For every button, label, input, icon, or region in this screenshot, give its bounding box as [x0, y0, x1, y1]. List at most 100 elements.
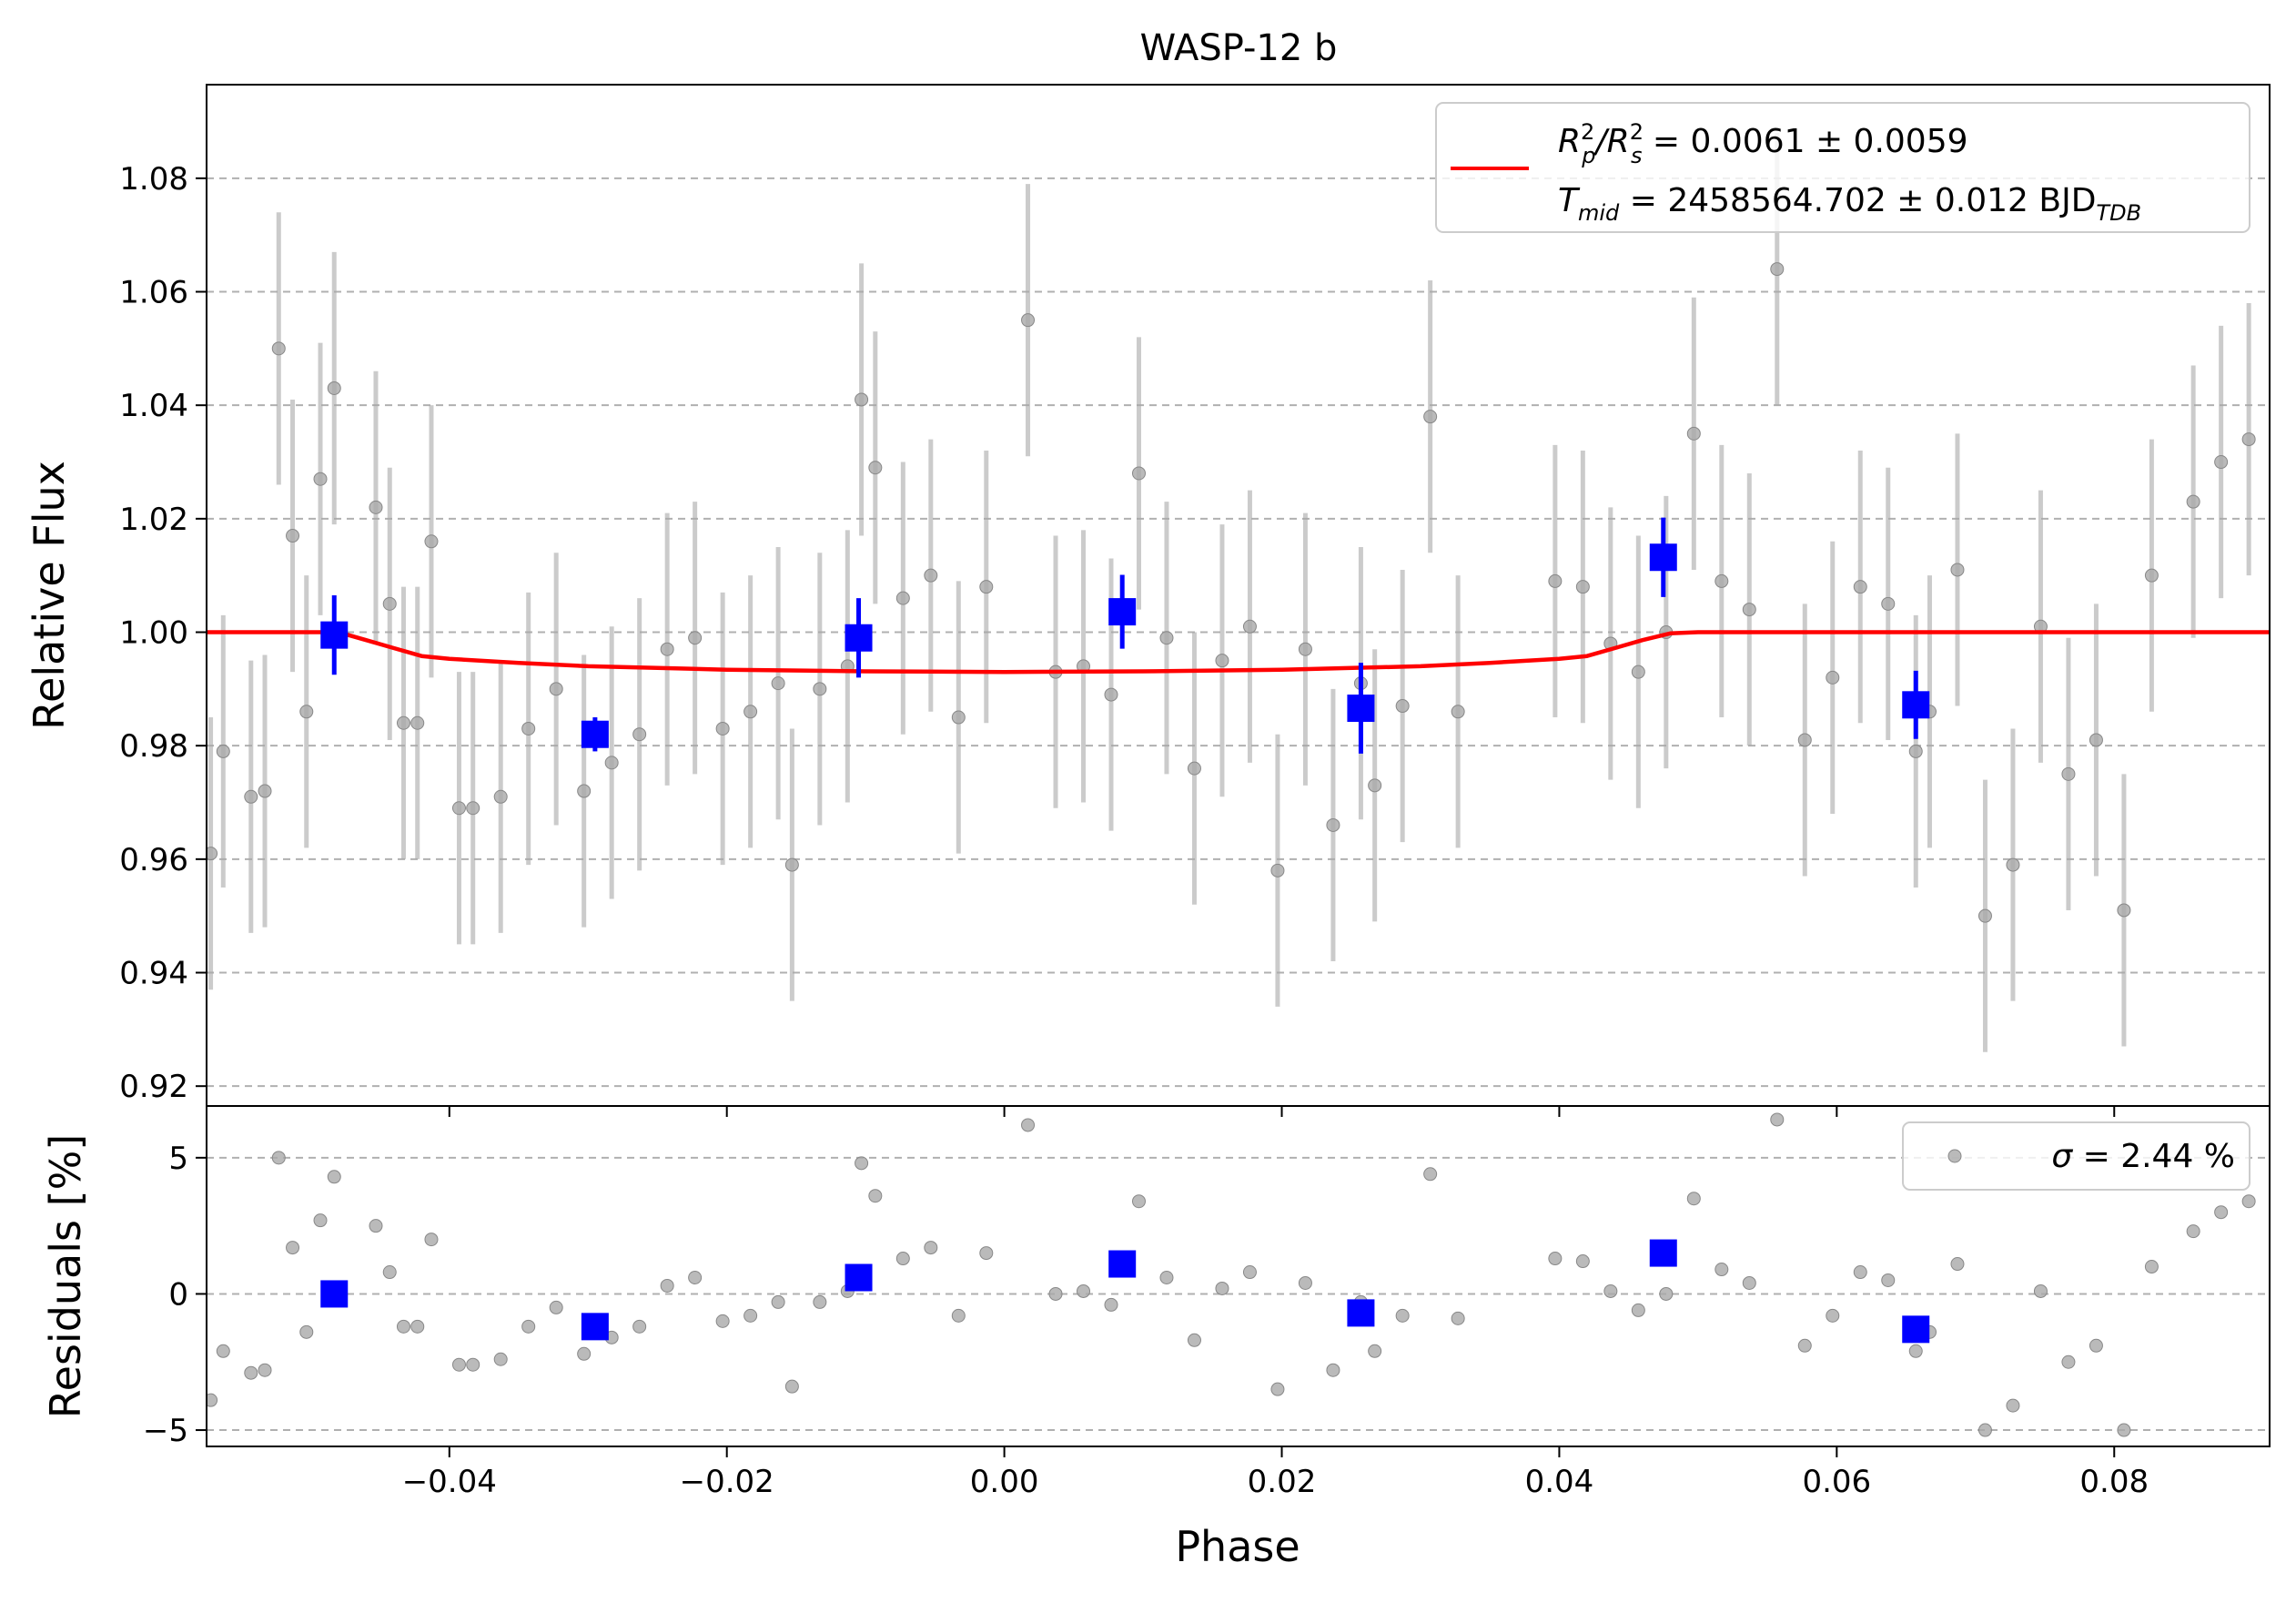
flux-point: [521, 721, 536, 736]
residual-point: [924, 1241, 938, 1255]
flux-point: [1686, 426, 1701, 441]
flux-point: [1977, 908, 1992, 923]
x-tick-label: 0.08: [2079, 1464, 2149, 1500]
binned-residual-point: [320, 1280, 349, 1308]
flux-point: [1104, 687, 1118, 702]
x-tick-label: −0.04: [402, 1464, 497, 1500]
residuals-binned-points: [320, 1239, 1930, 1344]
residual-point: [855, 1156, 869, 1171]
residual-point: [1742, 1275, 1756, 1290]
flux-point: [313, 472, 328, 486]
transit-model-line: [207, 630, 2270, 675]
residual-point: [1242, 1265, 1257, 1280]
residual-point: [1423, 1167, 1438, 1182]
residual-point: [2006, 1398, 2020, 1413]
residual-point: [1714, 1263, 1729, 1277]
flux-point: [1853, 580, 1867, 594]
flux-point: [1714, 573, 1729, 588]
x-tick-label: 0.02: [1248, 1464, 1317, 1500]
residual-point: [715, 1314, 730, 1328]
flux-point: [1908, 744, 1923, 758]
flux-point: [451, 801, 466, 816]
residual-point: [743, 1308, 758, 1323]
residual-point: [382, 1265, 397, 1280]
y-tick-label: 1.04: [119, 388, 188, 424]
residual-point: [1395, 1308, 1410, 1323]
residual-point: [895, 1252, 910, 1266]
flux-point: [1950, 563, 1965, 577]
residual-point: [1077, 1283, 1091, 1298]
residual-point: [1770, 1112, 1785, 1127]
residual-point: [951, 1308, 966, 1323]
residual-point: [271, 1151, 286, 1165]
residuals-legend-box: [1902, 1121, 2250, 1191]
residual-point: [451, 1357, 466, 1372]
residuals-axes-frame: [206, 1105, 2271, 1447]
flux-point: [216, 744, 230, 758]
x-tick-label: 0.04: [1525, 1464, 1594, 1500]
flux-point: [1826, 670, 1840, 685]
residual-point: [1853, 1265, 1867, 1280]
flux-point: [979, 580, 994, 594]
residual-point: [577, 1346, 592, 1361]
residual-point: [1187, 1333, 1201, 1347]
flux-legend: R2 p/R2 s = 0.0061 ± 0.0059 Tmid = 2458564…: [1435, 102, 2250, 233]
residual-point: [286, 1241, 300, 1255]
binned-point: [581, 720, 609, 748]
residual-point: [1826, 1308, 1840, 1323]
residual-point: [216, 1344, 230, 1358]
flux-point: [382, 596, 397, 611]
residual-point: [258, 1363, 272, 1377]
flux-point: [688, 631, 703, 645]
residuals-y-axis-label: Residuals [%]: [41, 1134, 90, 1418]
flux-point: [1298, 642, 1312, 656]
flux-point: [2089, 733, 2103, 747]
binned-point: [845, 624, 873, 652]
residual-point: [1131, 1194, 1146, 1209]
y-tick-label: 0.98: [119, 728, 188, 765]
legend-sigma-text: σ = 2.44 %: [2051, 1138, 2235, 1175]
flux-point: [604, 756, 619, 770]
residual-point: [2214, 1205, 2229, 1220]
y-tick-label: 0.92: [119, 1069, 188, 1105]
residual-point: [771, 1294, 785, 1309]
flux-point: [715, 721, 730, 736]
flux-point: [396, 715, 410, 730]
residual-point: [1104, 1297, 1118, 1312]
residual-point: [2144, 1260, 2159, 1274]
flux-point: [1548, 573, 1563, 588]
flux-point: [855, 392, 869, 407]
residual-point: [1451, 1311, 1465, 1325]
binned-point: [320, 621, 349, 649]
flux-x-ticks: [448, 1106, 2116, 1117]
residual-point: [1326, 1363, 1340, 1377]
residual-point: [327, 1170, 341, 1184]
residual-point: [1021, 1118, 1036, 1132]
flux-point: [2144, 568, 2159, 583]
residual-point: [1686, 1192, 1701, 1206]
y-tick-label: 0.96: [119, 842, 188, 878]
flux-panel: 0.92 0.94 0.96 0.98 1.00 1.02 1.04 1.06 1.08 R2 p…: [119, 84, 2271, 1117]
binned-residual-point: [1902, 1315, 1930, 1344]
residual-point: [410, 1319, 425, 1334]
flux-gray-points: [207, 132, 2256, 1052]
residual-point: [688, 1270, 703, 1284]
flux-point: [2006, 857, 2020, 872]
binned-residual-point: [581, 1313, 609, 1341]
flux-point: [1242, 619, 1257, 634]
residuals-y-ticks: −5 0 5: [143, 1141, 207, 1449]
residual-point: [2089, 1338, 2103, 1353]
flux-point: [1575, 580, 1590, 594]
binned-residual-point: [1649, 1239, 1677, 1267]
flux-point: [813, 682, 827, 696]
flux-point: [327, 380, 341, 395]
x-axis-label: Phase: [1175, 1522, 1300, 1571]
binned-point: [1108, 598, 1137, 626]
flux-point: [2061, 766, 2076, 781]
residual-point: [1298, 1275, 1312, 1290]
flux-point: [1270, 863, 1285, 878]
flux-point: [299, 705, 314, 719]
flux-point: [549, 682, 563, 696]
residual-point: [1908, 1344, 1923, 1358]
